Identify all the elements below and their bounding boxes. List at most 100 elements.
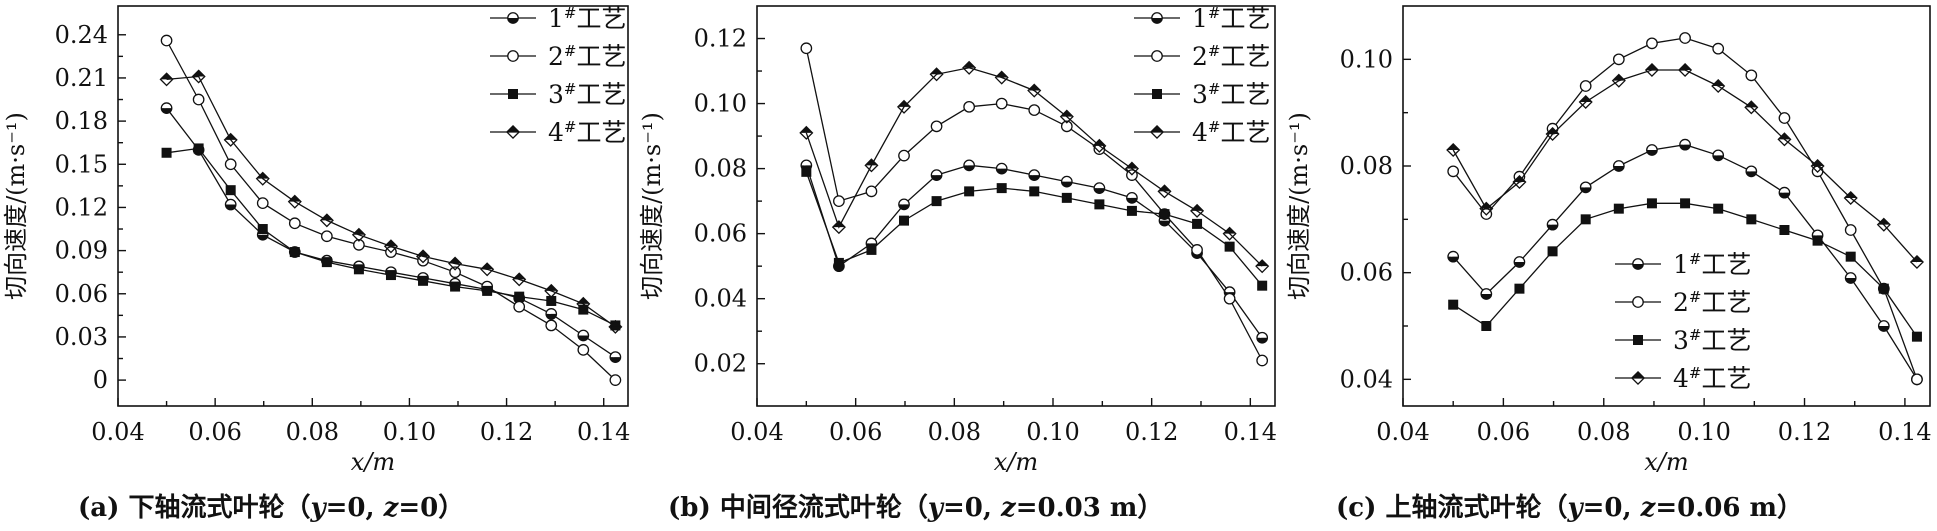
data-point-b-4-fill <box>995 71 1008 78</box>
y-tick-label-a: 0.24 <box>55 21 108 49</box>
legend-marker-c <box>1630 370 1646 386</box>
data-point-c-4-outline <box>1611 73 1626 88</box>
data-point-a-1-fill <box>578 335 589 341</box>
data-point-a-1-highlight <box>580 332 584 336</box>
data-point-a-1-fill <box>546 313 557 320</box>
data-point-a-3 <box>450 281 461 292</box>
data-point-a-2 <box>513 300 526 313</box>
y-tick-label-a: 0 <box>93 366 108 394</box>
data-point-c-4 <box>1644 62 1659 78</box>
data-point-c-4-fill <box>1678 63 1692 70</box>
data-point-b-4-fill <box>800 126 813 133</box>
data-point-b-3 <box>833 257 844 268</box>
data-point-a-2 <box>545 319 558 332</box>
data-point-a-4 <box>287 194 302 209</box>
data-point-c-1 <box>1877 320 1890 332</box>
data-point-b-3 <box>964 186 975 197</box>
data-point-a-4-fill <box>577 297 590 304</box>
data-point-a-4-outline <box>448 256 463 271</box>
data-point-c-4-outline <box>1810 158 1825 174</box>
data-point-b-4-outline <box>1255 259 1270 274</box>
x-axis-title-c: x/m <box>1644 448 1688 476</box>
data-point-c-4 <box>1479 201 1494 216</box>
x-tick-label-b: 0.08 <box>928 418 981 446</box>
data-point-b-1-fill <box>1159 220 1170 226</box>
data-point-b-1-highlight <box>965 162 970 166</box>
data-point-c-4-fill <box>1778 133 1791 140</box>
data-point-b-1-highlight <box>1063 178 1067 182</box>
data-point-a-4 <box>191 69 206 84</box>
data-point-a-4-outline <box>351 227 366 242</box>
data-point-a-3 <box>161 147 172 158</box>
data-point-c-1-fill <box>1481 294 1492 300</box>
data-point-c-3 <box>1812 235 1823 246</box>
data-point-c-4-outline <box>1744 100 1759 115</box>
y-axis-title-a: 切向速度/(m·s⁻¹) <box>2 112 30 300</box>
data-point-a-4-outline <box>383 239 399 254</box>
data-point-a-4 <box>544 283 559 298</box>
data-point-a-4-fill <box>448 257 462 264</box>
data-point-a-4-outline <box>608 319 623 334</box>
data-point-c-1-highlight <box>1880 322 1884 326</box>
legend-b: 1#工艺 2#工艺 3#工艺 4#工艺 <box>1134 4 1271 147</box>
data-point-c-2 <box>1679 32 1691 44</box>
data-point-b-3 <box>801 166 812 177</box>
data-point-c-3 <box>1448 299 1459 310</box>
legend-marker-b <box>1151 50 1163 62</box>
data-point-c-1 <box>1480 288 1493 300</box>
data-point-b-4-outline <box>1027 83 1042 98</box>
data-point-a-4-fill <box>224 133 237 140</box>
data-point-c-1-highlight <box>1748 168 1752 172</box>
data-point-c-4 <box>1578 94 1593 110</box>
data-point-b-4-outline <box>864 158 879 173</box>
data-point-b-1-highlight <box>1258 334 1263 338</box>
data-point-c-4 <box>1512 174 1527 190</box>
data-point-c-2 <box>1579 80 1592 92</box>
legend-label-b: 1#工艺 <box>1192 4 1271 33</box>
legend-marker-c-fill <box>1631 371 1645 378</box>
data-point-b-4-fill <box>1060 110 1073 117</box>
data-point-c-2 <box>1911 373 1923 386</box>
data-point-b-1-fill <box>1126 197 1138 204</box>
data-point-c-4 <box>1744 100 1759 115</box>
x-axis-title-b: x/m <box>994 448 1038 476</box>
data-point-c-4 <box>1777 132 1792 147</box>
data-point-a-3 <box>225 185 236 196</box>
legend-marker-b-fill <box>1151 18 1163 24</box>
legend-label-b: 4#工艺 <box>1192 118 1271 147</box>
data-point-c-3 <box>1746 214 1757 225</box>
data-point-a-3 <box>418 275 429 286</box>
legend-marker-a-outline <box>505 124 521 140</box>
data-point-b-4-fill <box>1028 84 1041 91</box>
data-point-b-4 <box>1059 109 1074 124</box>
data-point-c-1-fill <box>1845 278 1856 284</box>
data-point-a-4 <box>448 256 463 271</box>
data-point-c-4-outline <box>1876 217 1891 232</box>
data-point-b-4-outline <box>1190 203 1205 218</box>
panel-a: 0.04 0.06 0.08 0.10 0.12 0.14 0 0.03 0.06 0.09 0.1… <box>2 4 630 523</box>
data-point-b-3 <box>866 244 877 255</box>
data-point-a-4-outline <box>512 272 527 287</box>
x-tick-label-a: 0.14 <box>577 418 630 446</box>
data-point-c-2 <box>1844 224 1857 236</box>
data-point-a-2 <box>320 230 333 243</box>
data-point-b-3 <box>1126 205 1137 216</box>
data-point-c-4-fill <box>1811 159 1824 166</box>
series-c-3 <box>1448 198 1922 342</box>
data-point-b-1-fill <box>996 168 1007 174</box>
data-point-b-1 <box>930 169 943 181</box>
data-point-c-2 <box>1612 53 1625 66</box>
data-point-b-2 <box>898 149 910 162</box>
data-point-b-1-highlight <box>1096 184 1100 189</box>
plot-frame-c <box>1402 5 1931 407</box>
legend-label-b: 2#工艺 <box>1192 42 1271 71</box>
data-point-a-4 <box>351 227 366 242</box>
data-point-c-1-fill <box>1580 187 1591 193</box>
data-point-b-3 <box>899 215 910 226</box>
data-point-a-2 <box>160 34 173 47</box>
legend-marker-c <box>1632 296 1644 308</box>
data-point-c-1-fill <box>1547 224 1558 230</box>
data-point-a-4-fill <box>256 172 269 179</box>
data-point-b-4 <box>962 60 977 75</box>
data-point-c-3 <box>1580 214 1591 225</box>
